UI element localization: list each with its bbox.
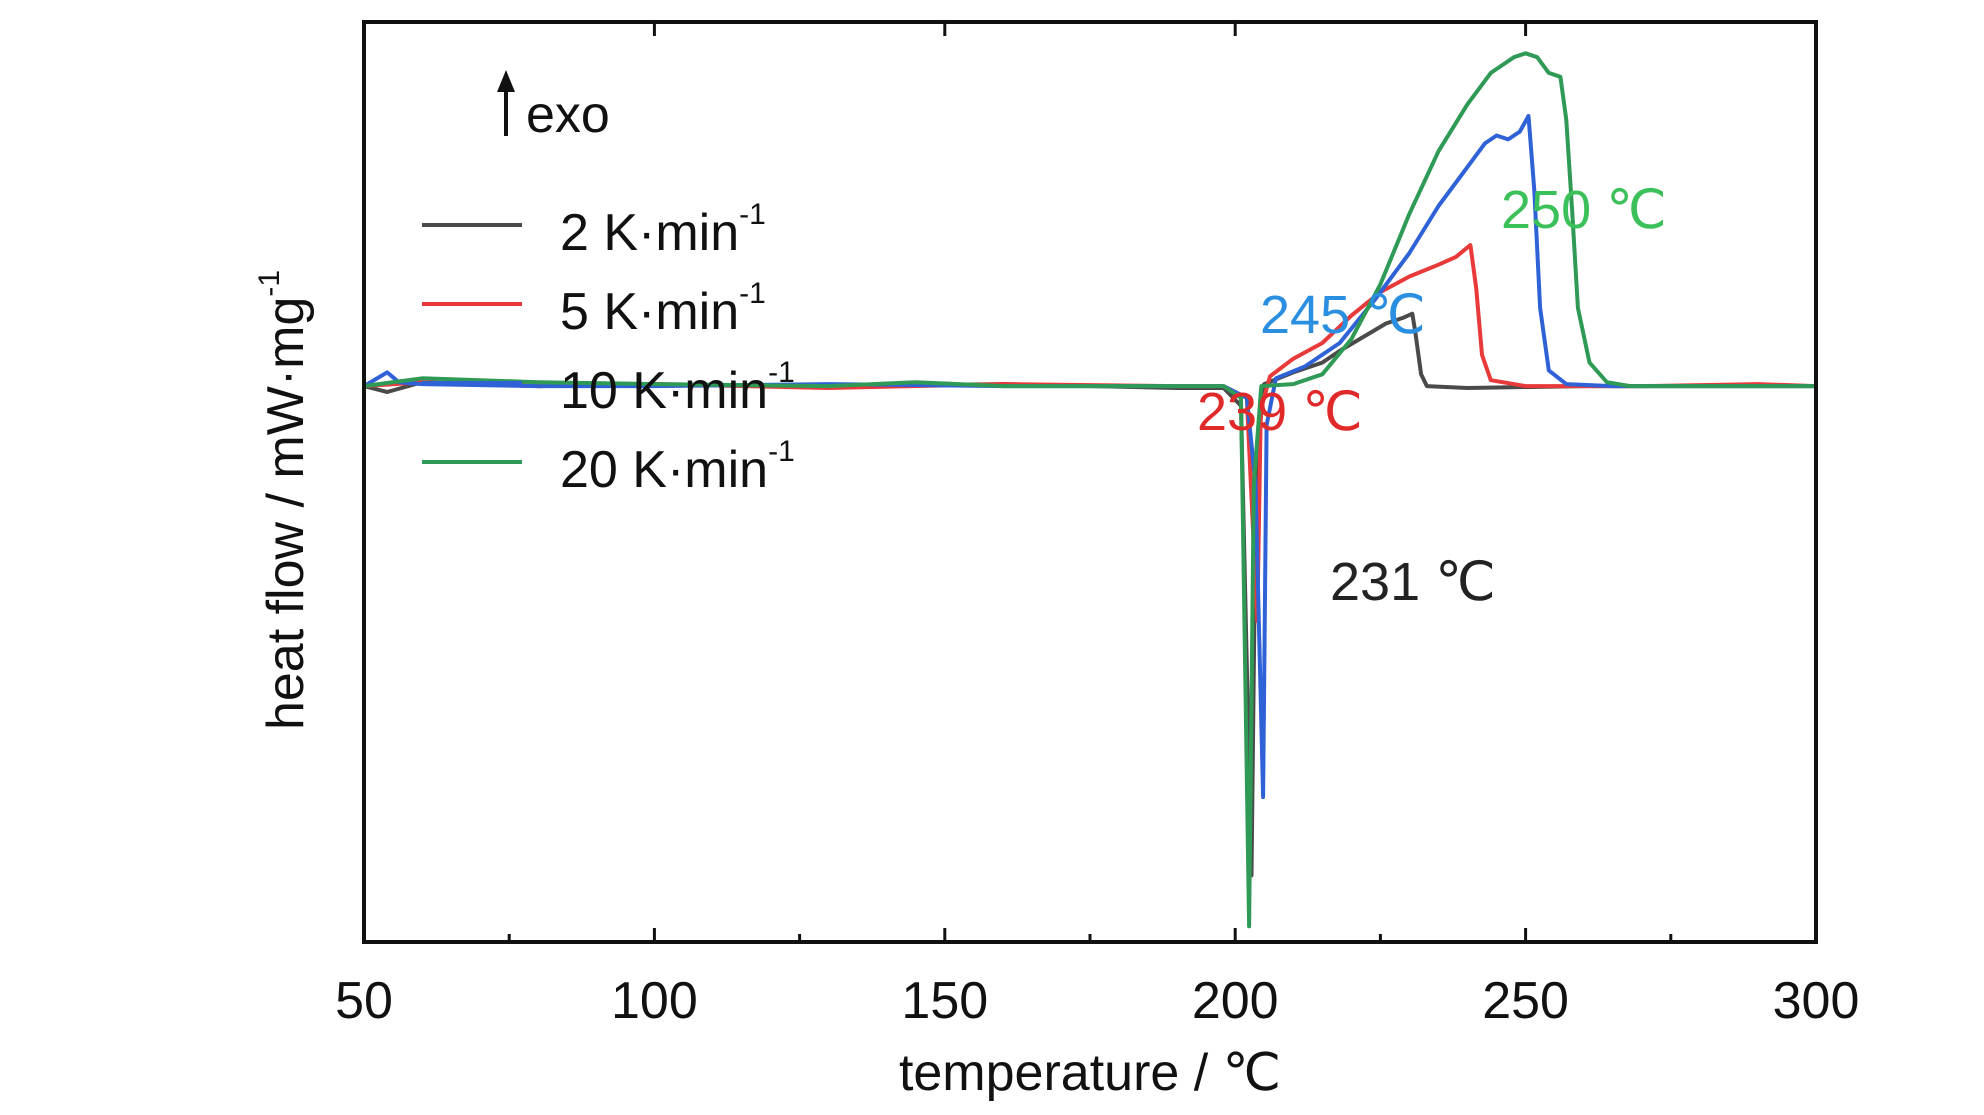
legend-label-superscript: -1 (768, 356, 795, 389)
legend-label: 5 K·min-1 (560, 277, 766, 341)
legend-label-text: 10 K·min (560, 362, 768, 420)
exo-label: exo (526, 86, 610, 144)
legend-label: 10 K·min-1 (560, 356, 795, 420)
legend-item: 20 K·min-1 (422, 435, 795, 499)
series-line-3 (363, 51, 1816, 929)
legend-label: 20 K·min-1 (560, 435, 795, 499)
x-tick-label: 300 (1773, 972, 1860, 1030)
peak-annotation: 231 ℃ (1330, 552, 1496, 612)
exo-indicator: exo (497, 70, 610, 144)
legend: 2 K·min-15 K·min-110 K·min-120 K·min-1 (422, 198, 795, 499)
y-axis-label-superscript: -1 (253, 270, 286, 297)
x-tick-label: 150 (901, 972, 988, 1030)
legend-label-superscript: -1 (768, 435, 795, 468)
peak-annotation: 250 ℃ (1501, 180, 1667, 240)
x-tick-label: 200 (1192, 972, 1279, 1030)
legend-item: 5 K·min-1 (422, 277, 766, 341)
legend-label-text: 2 K·min (560, 204, 739, 262)
legend-label-superscript: -1 (739, 277, 766, 310)
x-tick-label: 50 (335, 972, 393, 1030)
x-tick-label: 250 (1482, 972, 1569, 1030)
legend-item: 10 K·min-1 (422, 356, 795, 420)
exo-arrow-head-icon (497, 70, 515, 92)
x-axis: 50 100 150 200 250 300 (335, 22, 1859, 1030)
x-axis-label: temperature / ℃ (899, 1044, 1281, 1102)
legend-item: 2 K·min-1 (422, 198, 766, 262)
legend-label-text: 5 K·min (560, 283, 739, 341)
plot-lines (362, 51, 1817, 929)
y-axis-label-main: heat flow / mW·mg (257, 297, 315, 730)
peak-annotations: 231 ℃ 239 ℃ 245 ℃ 250 ℃ (1197, 180, 1667, 612)
x-tick-label: 100 (611, 972, 698, 1030)
legend-label-superscript: -1 (739, 198, 766, 231)
peak-annotation: 239 ℃ (1197, 382, 1363, 442)
svg-text:heat flow / mW·mg-1: heat flow / mW·mg-1 (253, 270, 315, 730)
peak-annotation: 245 ℃ (1260, 285, 1426, 345)
legend-label-text: 20 K·min (560, 441, 768, 499)
y-axis-label: heat flow / mW·mg-1 (253, 270, 315, 730)
legend-label: 2 K·min-1 (560, 198, 766, 262)
